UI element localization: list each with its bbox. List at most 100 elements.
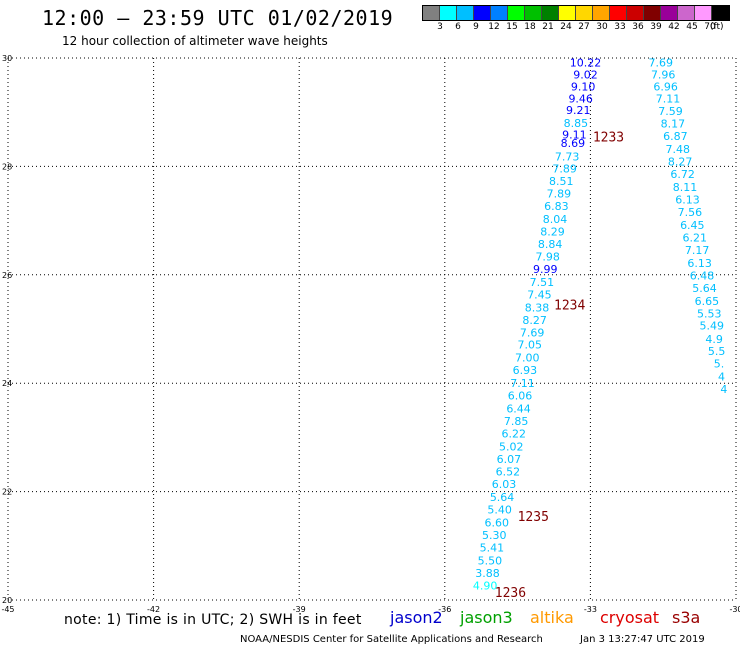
wave-height-value: 8.17 — [661, 118, 686, 131]
wave-height-value: 7.17 — [685, 244, 710, 257]
wave-height-value: 5.41 — [480, 541, 505, 554]
color-scale-label: 27 — [578, 22, 590, 32]
color-scale-bar — [422, 5, 730, 21]
wave-height-value: 7.51 — [530, 276, 555, 289]
page-subtitle: 12 hour collection of altimeter wave hei… — [62, 34, 328, 48]
lon-tick-label: -36 — [438, 605, 451, 614]
lat-tick-label: 24 — [2, 379, 12, 388]
track-time-label: 1235 — [518, 510, 549, 525]
wave-height-value: 5.5 — [708, 345, 726, 358]
wave-height-value: 8.84 — [538, 238, 563, 251]
color-swatch — [576, 6, 593, 20]
wave-height-value: 7.05 — [517, 339, 542, 352]
track-b-values: 7.697.966.967.117.598.176.877.488.276.72… — [649, 56, 728, 396]
legend-jason3: jason3 — [460, 608, 513, 627]
wave-height-value: 5.30 — [482, 529, 507, 542]
wave-height-value: 7.48 — [666, 143, 691, 156]
wave-height-value: 8.69 — [561, 137, 586, 150]
track-time-label: 1234 — [554, 299, 585, 314]
wave-height-value: 8.27 — [522, 314, 547, 327]
wave-height-value: 5.53 — [697, 307, 722, 320]
wave-height-value: 7.11 — [656, 93, 681, 106]
wave-height-value: 7.11 — [510, 377, 535, 390]
color-swatch — [678, 6, 695, 20]
wave-height-value: 6.03 — [492, 478, 517, 491]
color-scale-label: 45 — [686, 22, 698, 32]
track-time-label: 1233 — [593, 131, 624, 146]
lon-tick-label: -45 — [1, 605, 14, 614]
color-swatch — [508, 6, 525, 20]
wave-height-value: 9.11 — [562, 128, 587, 141]
color-scale-label: 21 — [542, 22, 554, 32]
color-swatch — [661, 6, 678, 20]
track-a-values: 10.229.029.109.469.218.859.118.697.737.8… — [473, 56, 601, 592]
lon-tick-label: -33 — [584, 605, 597, 614]
wave-height-value: 10.22 — [570, 56, 602, 69]
wave-height-value: 6.96 — [653, 81, 678, 94]
wave-height-value: 6.44 — [506, 403, 531, 416]
color-scale-label: 33 — [614, 22, 626, 32]
wave-height-value: 6.87 — [663, 130, 688, 143]
color-swatch — [457, 6, 474, 20]
color-scale-label: 70 — [704, 22, 716, 32]
color-swatch — [491, 6, 508, 20]
lon-tick-label: -39 — [293, 605, 306, 614]
color-swatch — [695, 6, 712, 20]
wave-height-value: 7.69 — [649, 56, 674, 69]
lon-tick-label: -30 — [729, 605, 740, 614]
footer-note: note: 1) Time is in UTC; 2) SWH is in fe… — [64, 612, 362, 628]
wave-height-value: 9.02 — [573, 68, 598, 81]
wave-height-value: 6.13 — [675, 193, 700, 206]
color-scale-label: 36 — [632, 22, 644, 32]
wave-height-value: 8.29 — [540, 225, 565, 238]
credit-line: NOAA/NESDIS Center for Satellite Applica… — [240, 634, 543, 645]
wave-height-value: 7.98 — [535, 250, 560, 263]
lat-tick-label: 22 — [2, 488, 12, 497]
legend-altika: altika — [530, 608, 574, 627]
wave-height-value: 9.46 — [568, 93, 593, 106]
color-scale-labels: 3 6 9 12 15 18 21 24 27 30 33 36 39 42 45 70 — [422, 22, 740, 34]
wave-height-value: 6.83 — [544, 200, 569, 213]
wave-height-value: 6.65 — [695, 295, 720, 308]
color-scale-label: 15 — [506, 22, 518, 32]
wave-height-value: 9.21 — [566, 104, 591, 117]
wave-height-value: 7.45 — [527, 288, 552, 301]
wave-height-value: 5.40 — [487, 503, 512, 516]
generated-timestamp: Jan 3 13:27:47 UTC 2019 — [580, 634, 705, 645]
wave-height-value: 5.64 — [692, 282, 717, 295]
color-swatch — [610, 6, 627, 20]
color-swatch — [644, 6, 661, 20]
wave-height-value: 7.69 — [520, 326, 545, 339]
color-swatch — [627, 6, 644, 20]
wave-height-value: 7.89 — [552, 163, 577, 176]
wave-height-value: 6.48 — [690, 269, 715, 282]
track-time-label: 1236 — [495, 586, 526, 601]
wave-height-value: 8.51 — [549, 175, 574, 188]
wave-height-value: 9.99 — [533, 263, 558, 276]
color-scale-label: 12 — [488, 22, 500, 32]
color-swatch — [474, 6, 491, 20]
color-scale-label: 6 — [455, 22, 461, 32]
axis-tick-labels: -45 -42 -39 -36 -33 -30 30 28 26 24 22 20 — [1, 54, 740, 614]
lat-tick-label: 20 — [2, 596, 12, 605]
wave-height-value: 4 — [720, 383, 727, 396]
color-scale-label: 39 — [650, 22, 662, 32]
wave-height-value: 7.73 — [555, 151, 580, 164]
color-scale-label: 42 — [668, 22, 680, 32]
wave-height-value: 5.02 — [499, 441, 524, 454]
color-swatch — [542, 6, 559, 20]
lat-tick-label: 30 — [2, 54, 12, 63]
legend-jason2: jason2 — [390, 608, 443, 627]
wave-height-value: 7.00 — [515, 352, 540, 365]
wave-height-value: 8.38 — [525, 301, 550, 314]
wave-height-value: 5.50 — [478, 554, 503, 567]
color-swatch — [440, 6, 457, 20]
color-swatch — [525, 6, 542, 20]
wave-height-value: 4.9 — [705, 333, 723, 346]
color-swatch — [712, 6, 729, 20]
wave-height-value: 4 — [718, 371, 725, 384]
wave-height-value: 4.90 — [473, 579, 498, 592]
wave-height-value: 8.04 — [543, 213, 568, 226]
wave-height-value: 5.64 — [490, 491, 515, 504]
